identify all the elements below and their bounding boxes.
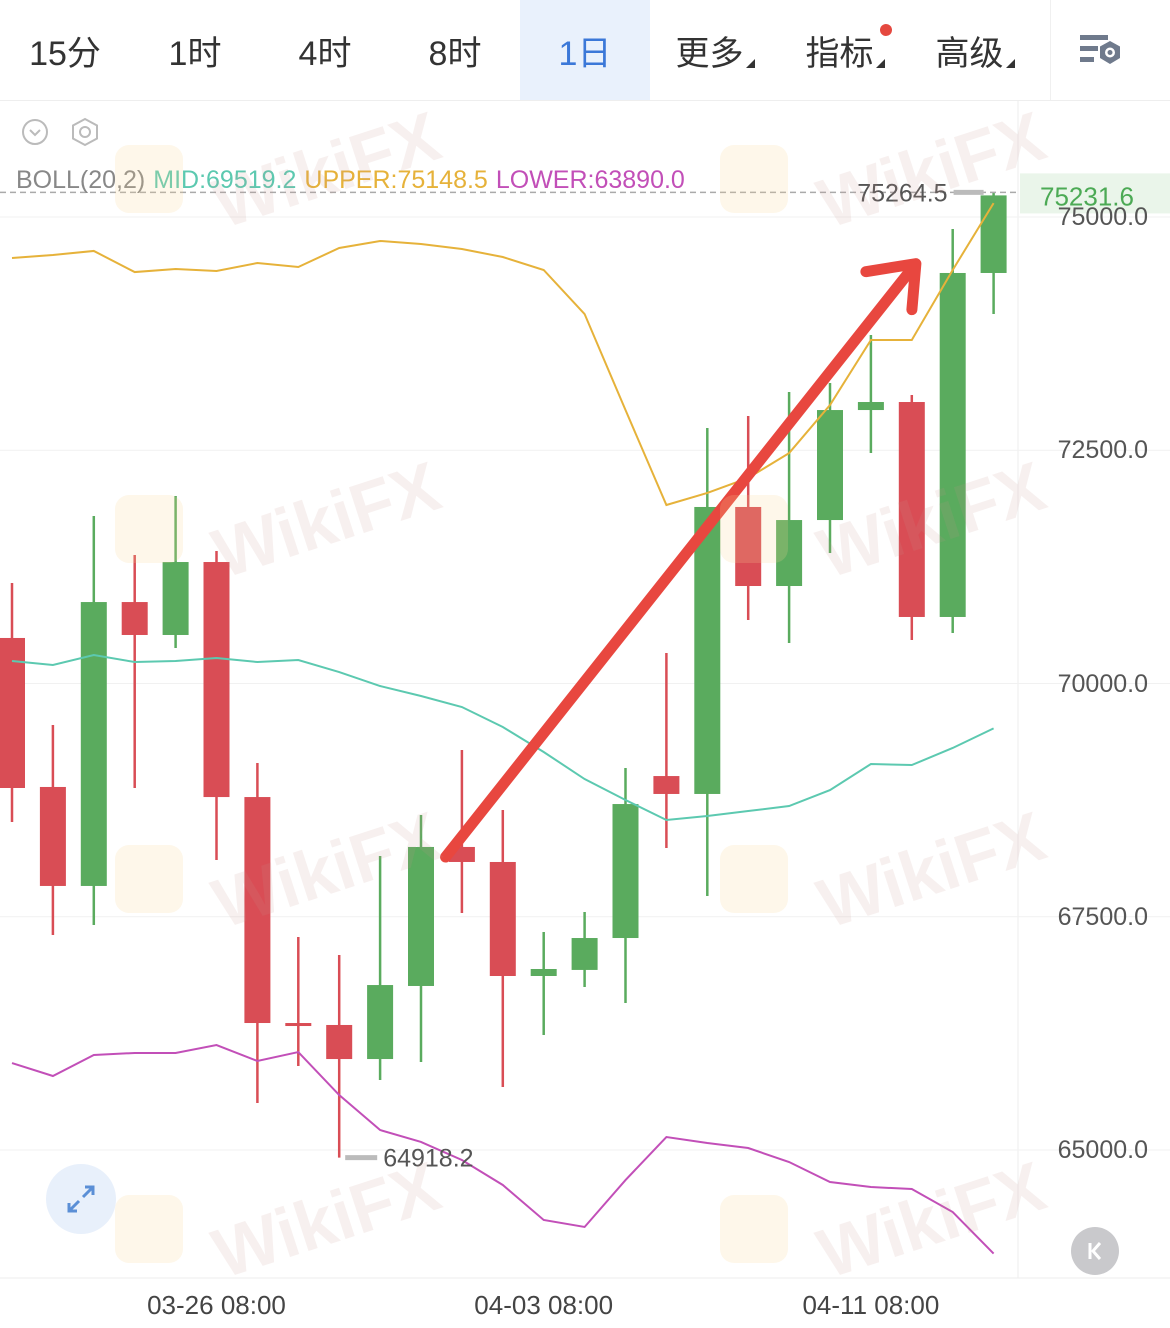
dropdown-triangle-icon xyxy=(745,59,755,68)
y-tick-label: 75000.0 xyxy=(1057,203,1148,231)
last-price-tag xyxy=(1020,173,1170,214)
notification-dot xyxy=(880,24,892,36)
candle-down xyxy=(285,1023,312,1027)
tab-3[interactable]: 8时 xyxy=(390,0,520,100)
interval-tab-bar: 15分 1时 4时 8时 1日 更多 指标 高级 xyxy=(0,0,1170,101)
tab-label: 更多 xyxy=(675,34,744,73)
candle-down xyxy=(244,797,271,1024)
expand-arrows-icon[interactable] xyxy=(46,1164,116,1234)
candle-up xyxy=(817,410,843,521)
candle-up xyxy=(162,562,189,635)
candle-up xyxy=(939,272,966,617)
boll-legend: BOLL(20,2) MID:69519.2 UPPER:75148.5 LOWER:… xyxy=(16,166,693,195)
chevron-down-circle-icon[interactable] xyxy=(21,118,49,146)
y-tick-label: 65000.0 xyxy=(1057,1136,1148,1164)
candle-up xyxy=(694,506,721,794)
annotation-arrow-shaft xyxy=(440,268,914,863)
boll-upper-line xyxy=(11,202,995,507)
tab-0[interactable]: 15分 xyxy=(0,0,130,100)
tab-2[interactable]: 4时 xyxy=(260,0,390,100)
candle-up xyxy=(408,846,434,986)
low-marker-label: 64918.2 xyxy=(383,1145,473,1173)
last-price-label: 75231.6 xyxy=(1040,181,1134,211)
tab-label: 8时 xyxy=(428,34,482,73)
hexagon-gear-icon[interactable] xyxy=(70,117,98,147)
boll-mid-line xyxy=(11,654,995,822)
tab-label: 指标 xyxy=(805,34,874,73)
candle-down xyxy=(39,786,66,886)
candle-up xyxy=(857,402,884,411)
chart-settings-icon[interactable] xyxy=(1050,0,1151,100)
tab-label: 高级 xyxy=(935,34,1004,73)
tab-4[interactable]: 1日 xyxy=(520,0,650,100)
legend-upper: UPPER:75148.5 xyxy=(304,166,488,194)
candle-down xyxy=(898,402,925,617)
x-tick-label: 04-11 08:00 xyxy=(802,1290,940,1320)
candle-down xyxy=(326,1024,353,1060)
y-tick-label: 67500.0 xyxy=(1057,902,1148,931)
candle-down xyxy=(0,637,25,788)
high-marker-label: 75264.5 xyxy=(857,179,947,207)
candle-up xyxy=(571,938,598,970)
candle-down xyxy=(735,506,762,587)
candle-down xyxy=(121,602,148,635)
dropdown-triangle-icon xyxy=(1005,59,1015,68)
legend-name: BOLL(20,2) xyxy=(16,166,146,194)
annotation-arrow-head xyxy=(860,258,922,316)
candle-down xyxy=(653,776,680,794)
legend-lower: LOWER:63890.0 xyxy=(495,166,685,194)
y-tick-label: 72500.0 xyxy=(1057,436,1148,465)
tab-6[interactable]: 指标 xyxy=(780,0,910,100)
scroll-to-latest-icon[interactable] xyxy=(1071,1227,1119,1275)
candle-up xyxy=(776,520,803,587)
candle-up xyxy=(367,985,394,1060)
y-tick-label: 70000.0 xyxy=(1057,669,1148,698)
tab-5[interactable]: 更多 xyxy=(650,0,780,100)
tab-label: 1时 xyxy=(168,34,222,73)
legend-mid: MID:69519.2 xyxy=(153,166,297,194)
tab-label: 1日 xyxy=(558,34,612,73)
tab-1[interactable]: 1时 xyxy=(130,0,260,100)
candle-up xyxy=(980,195,1007,273)
candle-down xyxy=(489,861,516,976)
candle-up xyxy=(530,968,557,976)
tab-label: 15分 xyxy=(29,34,101,73)
tab-label: 4时 xyxy=(298,34,352,73)
x-tick-label: 03-26 08:00 xyxy=(147,1290,286,1320)
candle-down xyxy=(203,562,230,798)
candle-up xyxy=(80,602,107,886)
tab-7[interactable]: 高级 xyxy=(910,0,1040,100)
x-tick-label: 04-03 08:00 xyxy=(474,1290,614,1320)
candle-up xyxy=(612,804,639,939)
dropdown-triangle-icon xyxy=(875,59,885,68)
boll-lower-line xyxy=(11,1044,995,1255)
